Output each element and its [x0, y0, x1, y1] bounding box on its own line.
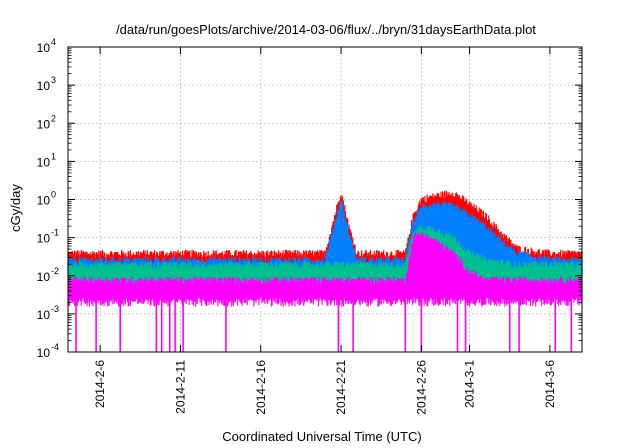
- series-group: [67, 190, 583, 352]
- y-tick-label: 10: [37, 232, 51, 246]
- x-tick-label: 2014-2-16: [254, 360, 268, 415]
- x-tick-label: 2014-2-21: [334, 360, 348, 415]
- y-tick-exponent: -2: [51, 266, 59, 276]
- y-tick-exponent: 1: [51, 151, 56, 161]
- x-axis-title: Coordinated Universal Time (UTC): [222, 429, 421, 444]
- series-line: [67, 223, 583, 291]
- y-tick-label: 10: [37, 308, 51, 322]
- chart-title: /data/run/goesPlots/archive/2014-03-06/f…: [116, 22, 536, 37]
- y-tick-exponent: 0: [51, 190, 56, 200]
- y-tick-exponent: -3: [51, 304, 59, 314]
- y-tick-exponent: 3: [51, 75, 56, 85]
- x-tick-label: 2014-2-6: [93, 360, 107, 408]
- x-tick-label: 2014-3-6: [543, 360, 557, 408]
- x-tick-label: 2014-2-11: [173, 360, 187, 414]
- y-tick-label: 10: [37, 346, 51, 360]
- x-tick-label: 2014-2-26: [414, 360, 428, 415]
- y-tick-exponent: 2: [51, 113, 56, 123]
- y-tick-label: 10: [37, 194, 51, 208]
- series-line: [67, 231, 583, 307]
- y-tick-exponent: 4: [51, 37, 56, 47]
- y-tick-label: 10: [37, 117, 51, 131]
- y-tick-label: 10: [37, 155, 51, 169]
- y-tick-label: 10: [37, 41, 51, 55]
- x-tick-label: 2014-3-1: [463, 360, 477, 408]
- y-tick-exponent: -1: [51, 228, 59, 238]
- y-tick-label: 10: [37, 270, 51, 284]
- y-tick-label: 10: [37, 79, 51, 93]
- y-tick-exponent: -4: [51, 342, 59, 352]
- y-axis-title: cGy/day: [8, 184, 23, 232]
- x-axis: 2014-2-6 2014-2-11 2014-2-16 2014-2-21 2014-…: [93, 47, 557, 415]
